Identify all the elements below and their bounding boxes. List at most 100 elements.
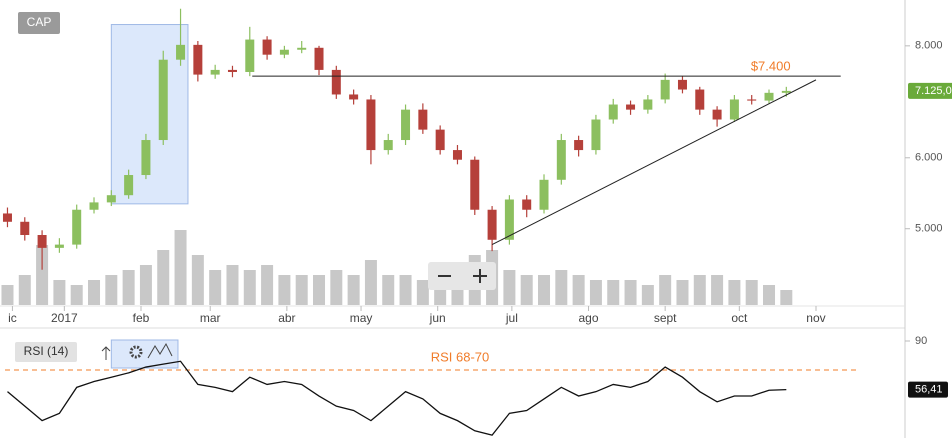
candle-body	[37, 235, 47, 248]
volume-bar	[70, 285, 83, 305]
x-tick-label: mar	[200, 311, 221, 325]
rsi-title: RSI (14)	[24, 344, 69, 358]
candle-body	[401, 109, 411, 141]
y-tick-label: 8.000	[915, 40, 943, 52]
title-box	[18, 12, 60, 34]
x-tick-label: sept	[654, 311, 677, 325]
volume-bar	[278, 275, 291, 305]
candle-body	[89, 202, 99, 210]
candle-body	[124, 175, 134, 196]
candle-body	[106, 195, 116, 203]
candle-body	[227, 69, 237, 72]
candle-body	[470, 159, 480, 210]
candle-body	[383, 140, 393, 151]
volume-bar	[226, 265, 239, 305]
volume-bar	[191, 255, 204, 305]
candle-body	[452, 150, 462, 160]
volume-bar	[763, 285, 776, 305]
candle-body	[141, 140, 151, 176]
candle-body	[349, 94, 359, 100]
volume-bar	[503, 270, 516, 305]
indicator-icon[interactable]	[147, 342, 173, 359]
volume-bar	[745, 280, 758, 305]
chart-title: CAP	[27, 15, 52, 29]
candle-body	[643, 99, 653, 110]
volume-bar	[313, 275, 326, 305]
volume-bar	[728, 280, 741, 305]
volume-bar	[382, 275, 395, 305]
candle-body	[245, 39, 255, 72]
candle-body	[695, 89, 705, 110]
last-price-label: 7.125,00	[915, 85, 952, 97]
candle-body	[210, 69, 220, 75]
volume-bar	[555, 270, 568, 305]
candle-body	[331, 69, 341, 95]
trendline	[491, 79, 817, 246]
candle-body	[314, 47, 324, 70]
volume-bar	[607, 280, 620, 305]
title-box	[15, 342, 77, 362]
volume-bar	[641, 285, 654, 305]
volume-bar	[139, 265, 152, 305]
candle-body	[677, 79, 687, 90]
candle-body	[54, 244, 64, 248]
volume-bar	[88, 280, 101, 305]
candle-body	[193, 44, 203, 75]
last-price-box	[908, 82, 952, 99]
rsi-band-label: RSI 68-70	[431, 349, 490, 364]
volume-bar	[347, 275, 360, 305]
y-tick-label: 6.000	[915, 152, 943, 164]
candle-body	[712, 109, 722, 120]
x-tick-label: oct	[731, 311, 748, 325]
x-tick-label: feb	[133, 311, 150, 325]
candle-body	[158, 59, 168, 141]
settings-icon[interactable]	[129, 345, 143, 359]
y-tick-label: 5.000	[915, 223, 943, 235]
volume-bar	[624, 280, 637, 305]
candle-body	[626, 104, 636, 110]
candle-body	[539, 179, 549, 210]
last-rsi-box	[908, 381, 948, 398]
x-tick-label: ago	[579, 311, 599, 325]
candle-body	[556, 140, 566, 180]
candle-body	[418, 109, 428, 130]
volume-bar	[659, 275, 672, 305]
volume-bar	[330, 270, 343, 305]
volume-bar	[157, 250, 170, 305]
volume-bar	[36, 245, 49, 305]
candle-body	[20, 221, 30, 236]
candle-body	[660, 79, 670, 100]
volume-bar	[572, 275, 585, 305]
x-tick-label: 2017	[51, 311, 78, 325]
volume-bar	[693, 275, 706, 305]
candle-body	[747, 99, 757, 101]
volume-bar	[53, 280, 66, 305]
candle-body	[366, 99, 376, 151]
volume-bar	[18, 275, 31, 305]
volume-bar	[416, 280, 429, 305]
candle-body	[522, 199, 532, 210]
x-tick-label: abr	[278, 311, 295, 325]
volume-bar	[364, 260, 377, 305]
candle-body	[764, 92, 774, 101]
candle-body	[504, 199, 514, 240]
move-icon[interactable]	[101, 346, 111, 360]
level-label: $7.400	[751, 59, 791, 74]
candle-body	[608, 104, 618, 120]
candle-body	[279, 49, 289, 55]
candle-body	[176, 44, 186, 60]
volume-bar	[209, 270, 222, 305]
candle-body	[297, 47, 307, 50]
last-rsi-label: 56,41	[915, 384, 943, 396]
volume-bar	[538, 275, 551, 305]
x-tick-label: jul	[505, 311, 518, 325]
candle-body	[2, 213, 12, 222]
volume-bar	[105, 275, 118, 305]
volume-bar	[780, 290, 793, 305]
candle-body	[729, 99, 739, 120]
candle-body	[262, 39, 272, 55]
volume-bar	[589, 280, 602, 305]
volume-bar	[295, 275, 308, 305]
y-tick-label: 90	[915, 335, 927, 347]
